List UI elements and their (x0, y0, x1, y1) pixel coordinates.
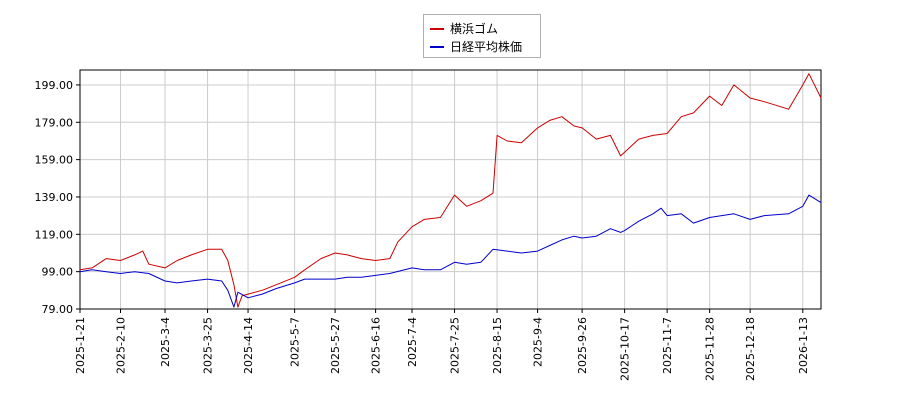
x-tick-label: 2025-9-26 (576, 317, 589, 374)
legend-label-series-1: 横浜ゴム (450, 22, 499, 36)
legend-item-series-1: 横浜ゴム (430, 20, 498, 37)
y-tick-label: 99.00 (42, 266, 74, 279)
grid-lines (79, 70, 821, 310)
x-tick-label: 2025-10-17 (619, 317, 632, 381)
series-lines (79, 73, 822, 308)
y-tick-label: 79.00 (42, 303, 74, 316)
x-tick-label: 2025-7-25 (449, 317, 462, 374)
legend-label-series-2: 日経平均株価 (450, 40, 523, 54)
x-tick-label: 2025-4-14 (242, 317, 255, 374)
legend: 横浜ゴム 日経平均株価 (423, 14, 541, 58)
axes: 79.00 99.00 119.00 139.00 159.00 179.00 199.00… (35, 69, 822, 381)
x-tick-label: 2025-11-7 (661, 317, 674, 374)
x-tick-label: 2025-7-4 (406, 317, 419, 367)
plot-frame (79, 69, 822, 310)
x-tick-label: 2025-1-21 (74, 317, 87, 374)
y-tick-label: 159.00 (35, 154, 74, 167)
x-tick-label: 2025-8-15 (491, 317, 504, 374)
x-tick-label: 2025-9-4 (532, 317, 545, 367)
legend-swatch-series-1 (430, 27, 444, 30)
legend-item-series-2: 日経平均株価 (430, 38, 522, 55)
x-tick-label: 2025-3-25 (202, 317, 215, 374)
y-tick-label: 179.00 (35, 116, 74, 129)
series-line-1 (79, 73, 822, 308)
legend-swatch-series-2 (430, 45, 444, 48)
x-tick-label: 2025-12-18 (744, 317, 757, 381)
x-tick-label: 2025-3-4 (159, 317, 172, 367)
x-tick-label: 2025-2-10 (114, 317, 127, 374)
series-line-2 (79, 194, 822, 308)
x-tick-label: 2026-1-13 (797, 317, 810, 374)
y-tick-label: 199.00 (35, 79, 74, 92)
x-tick-label: 2025-11-28 (704, 317, 717, 381)
x-tick-label: 2025-6-16 (370, 317, 383, 374)
y-tick-label: 139.00 (35, 191, 74, 204)
x-tick-label: 2025-5-7 (289, 317, 302, 367)
y-tick-label: 119.00 (35, 228, 74, 241)
x-tick-label: 2025-5-27 (329, 317, 342, 374)
